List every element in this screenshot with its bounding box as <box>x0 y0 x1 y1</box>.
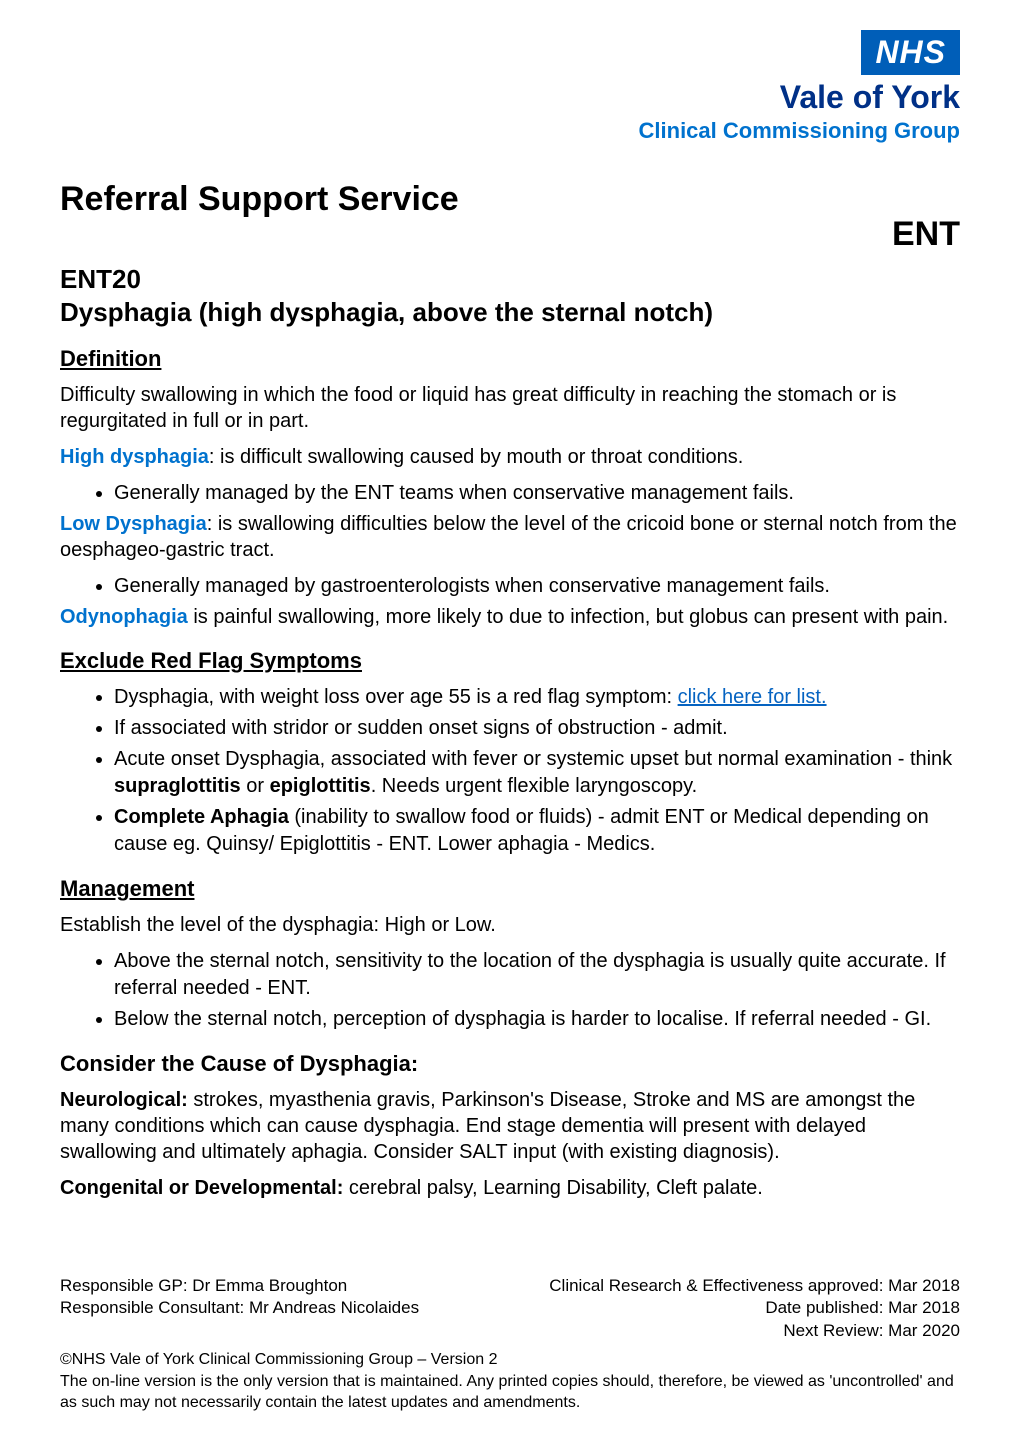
redflag-item-1: Dysphagia, with weight loss over age 55 … <box>114 684 960 711</box>
high-term: High dysphagia <box>60 446 209 468</box>
redflag-3-bold2: epiglottitis <box>270 775 371 797</box>
footer-row-3: Next Review: Mar 2020 <box>60 1320 960 1342</box>
high-bullet-1: Generally managed by the ENT teams when … <box>114 480 960 507</box>
low-bullets: Generally managed by gastroenterologists… <box>60 573 960 600</box>
doc-code: ENT20 <box>60 264 960 295</box>
management-heading: Management <box>60 876 960 902</box>
footer-row-2: Responsible Consultant: Mr Andreas Nicol… <box>60 1297 960 1319</box>
category-label: ENT <box>60 215 960 254</box>
management-item-2: Below the sternal notch, perception of d… <box>114 1006 960 1033</box>
footer-row-1: Responsible GP: Dr Emma Broughton Clinic… <box>60 1275 960 1297</box>
management-list: Above the sternal notch, sensitivity to … <box>60 948 960 1033</box>
redflag-3-post: . Needs urgent flexible laryngoscopy. <box>371 775 697 797</box>
cause-heading: Consider the Cause of Dysphagia: <box>60 1051 960 1077</box>
footer-copyright: ©NHS Vale of York Clinical Commissioning… <box>60 1350 960 1371</box>
nhs-logo: NHS <box>861 30 960 75</box>
redflags-list: Dysphagia, with weight loss over age 55 … <box>60 684 960 858</box>
definition-heading: Definition <box>60 346 960 372</box>
cause-neuro-text: strokes, myasthenia gravis, Parkinson's … <box>60 1089 915 1163</box>
cause-congenital-para: Congenital or Developmental: cerebral pa… <box>60 1175 960 1201</box>
high-desc: : is difficult swallowing caused by mout… <box>209 446 743 468</box>
redflag-link[interactable]: click here for list. <box>678 686 827 708</box>
redflag-item-4: Complete Aphagia (inability to swallow f… <box>114 804 960 858</box>
cause-neuro-label: Neurological: <box>60 1089 188 1111</box>
odyn-para: Odynophagia is painful swallowing, more … <box>60 604 960 630</box>
low-term: Low Dysphagia <box>60 513 207 535</box>
management-item-1: Above the sternal notch, sensitivity to … <box>114 948 960 1002</box>
footer-gp: Responsible GP: Dr Emma Broughton <box>60 1275 347 1297</box>
high-bullets: Generally managed by the ENT teams when … <box>60 480 960 507</box>
redflag-1-pre: Dysphagia, with weight loss over age 55 … <box>114 686 678 708</box>
page-container: NHS Vale of York Clinical Commissioning … <box>0 0 1020 1442</box>
footer-disclaimer: The on-line version is the only version … <box>60 1372 960 1414</box>
cause-neuro-para: Neurological: strokes, myasthenia gravis… <box>60 1087 960 1165</box>
redflag-4-bold: Complete Aphagia <box>114 806 289 828</box>
footer-published: Date published: Mar 2018 <box>765 1297 960 1319</box>
management-intro: Establish the level of the dysphagia: Hi… <box>60 912 960 938</box>
doc-subtitle: Dysphagia (high dysphagia, above the ste… <box>60 297 960 328</box>
logo-org-name: Vale of York <box>639 79 960 116</box>
footer-approved: Clinical Research & Effectiveness approv… <box>549 1275 960 1297</box>
nhs-logo-block: NHS Vale of York Clinical Commissioning … <box>639 30 960 144</box>
high-dysphagia-para: High dysphagia: is difficult swallowing … <box>60 444 960 470</box>
main-title: Referral Support Service <box>60 180 960 219</box>
definition-text: Difficulty swallowing in which the food … <box>60 382 960 434</box>
odyn-desc: is painful swallowing, more likely to du… <box>188 606 948 628</box>
cause-congenital-text: cerebral palsy, Learning Disability, Cle… <box>343 1177 762 1199</box>
cause-congenital-label: Congenital or Developmental: <box>60 1177 343 1199</box>
footer-review: Next Review: Mar 2020 <box>783 1320 960 1342</box>
redflag-3-bold1: supraglottitis <box>114 775 241 797</box>
low-dysphagia-para: Low Dysphagia: is swallowing difficultie… <box>60 511 960 563</box>
redflag-item-3: Acute onset Dysphagia, associated with f… <box>114 746 960 800</box>
footer-consultant: Responsible Consultant: Mr Andreas Nicol… <box>60 1297 419 1319</box>
redflag-3-mid: or <box>241 775 270 797</box>
low-bullet-1: Generally managed by gastroenterologists… <box>114 573 960 600</box>
logo-tagline: Clinical Commissioning Group <box>639 118 960 144</box>
redflag-item-2: If associated with stridor or sudden ons… <box>114 715 960 742</box>
odyn-term: Odynophagia <box>60 606 188 628</box>
redflags-heading: Exclude Red Flag Symptoms <box>60 648 960 674</box>
redflag-3-pre: Acute onset Dysphagia, associated with f… <box>114 748 952 770</box>
footer-block: Responsible GP: Dr Emma Broughton Clinic… <box>60 1275 960 1414</box>
